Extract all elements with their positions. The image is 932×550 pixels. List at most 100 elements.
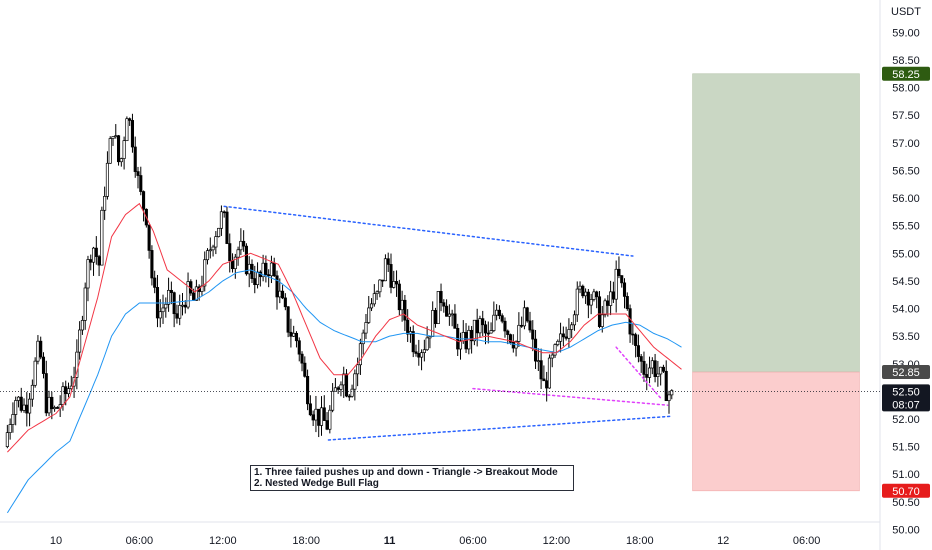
candle-body [111,136,115,139]
profit-zone[interactable] [692,73,860,373]
candle-body [331,390,335,411]
trendline[interactable] [223,205,634,257]
x-tick-label: 18:00 [626,535,654,547]
candle-body [372,293,376,305]
candle-body [61,386,65,405]
candle-body [94,247,98,257]
candle-body [289,331,293,337]
trendline[interactable] [472,387,669,406]
candle-body [622,282,627,297]
y-tick-label: 57.00 [892,138,920,150]
candle-body [478,318,482,334]
candle-body [78,329,82,353]
candle-body [431,310,435,337]
candle-body [350,388,354,397]
candle-body [470,329,474,342]
candle-body [625,296,629,309]
y-tick-label: 57.50 [892,110,920,122]
stop-price-badge-bg [882,483,930,498]
candle-body [414,351,418,354]
loss-zone[interactable] [692,371,860,492]
candle-body [253,278,257,285]
candle-body [458,340,463,350]
annotation-box[interactable]: 1. Three failed pushes up and down - Tri… [250,465,574,491]
candle-body [116,135,121,163]
candle-body [211,246,215,251]
candle-body [475,319,479,334]
candle-body [317,408,321,426]
candle-body [542,378,546,382]
candle-body [356,364,360,375]
candle-body [8,424,12,434]
candle-body [5,432,9,447]
candle-body [647,367,652,378]
trendline[interactable] [615,346,663,401]
long-position-tool[interactable] [692,73,860,492]
candle-body [617,268,621,276]
candle-body [119,158,123,163]
candle-body [50,396,54,410]
y-tick-label: 52.00 [892,414,920,426]
candle-body [584,291,588,297]
target-price-badge-bg [882,66,930,81]
candle-body [508,334,513,343]
candle-body [128,118,132,121]
candle-body [22,404,26,411]
candle-body [322,407,326,421]
candlestick-series [5,113,674,449]
candle-body [670,390,674,396]
candle-body [570,324,574,330]
candle-body [150,250,154,279]
candle-body [286,306,290,333]
candle-body [636,345,640,357]
candle-body [609,291,613,306]
candle-body [539,360,543,380]
candle-body [225,211,229,244]
candle-body [389,264,393,288]
candle-body [445,305,449,317]
currency-label: USDT [891,6,921,18]
candle-body [383,258,387,282]
y-tick-label: 51.00 [892,469,920,481]
candle-body [600,314,604,327]
ema-slow-line [6,269,682,514]
candle-body [620,275,624,284]
trendlines[interactable] [223,205,673,441]
candle-body [628,308,632,335]
candle-body [281,290,285,299]
candle-body [433,310,438,325]
candle-body [103,196,107,211]
candle-body [631,333,635,336]
candle-body [639,356,643,362]
candle-body [364,322,368,334]
candle-body [125,118,129,142]
x-tick-label: 12 [717,535,729,547]
candle-body [228,243,232,262]
trendline[interactable] [327,415,673,441]
candle-body [16,396,21,401]
x-tick-label: 12:00 [209,535,237,547]
candle-body [564,336,568,339]
candle-body [581,285,585,297]
candle-body [19,396,23,411]
candle-body [595,291,599,298]
annotation-line-1: 1. Three failed pushes up and down - Tri… [254,467,558,478]
candle-body [275,275,279,298]
candle-body [353,373,357,390]
ema-fast-line [7,202,682,453]
candle-body [186,281,190,308]
candle-body [653,360,657,377]
candle-body [378,279,382,293]
x-tick-label: 06:00 [126,535,154,547]
candle-body [328,409,332,430]
y-tick-label: 56.50 [892,165,920,177]
candle-body [597,296,602,327]
candle-body [439,291,443,304]
candle-body [205,250,210,261]
candle-body [606,300,610,306]
candle-body [336,387,340,390]
candle-body [347,395,351,398]
candle-body [30,384,34,400]
